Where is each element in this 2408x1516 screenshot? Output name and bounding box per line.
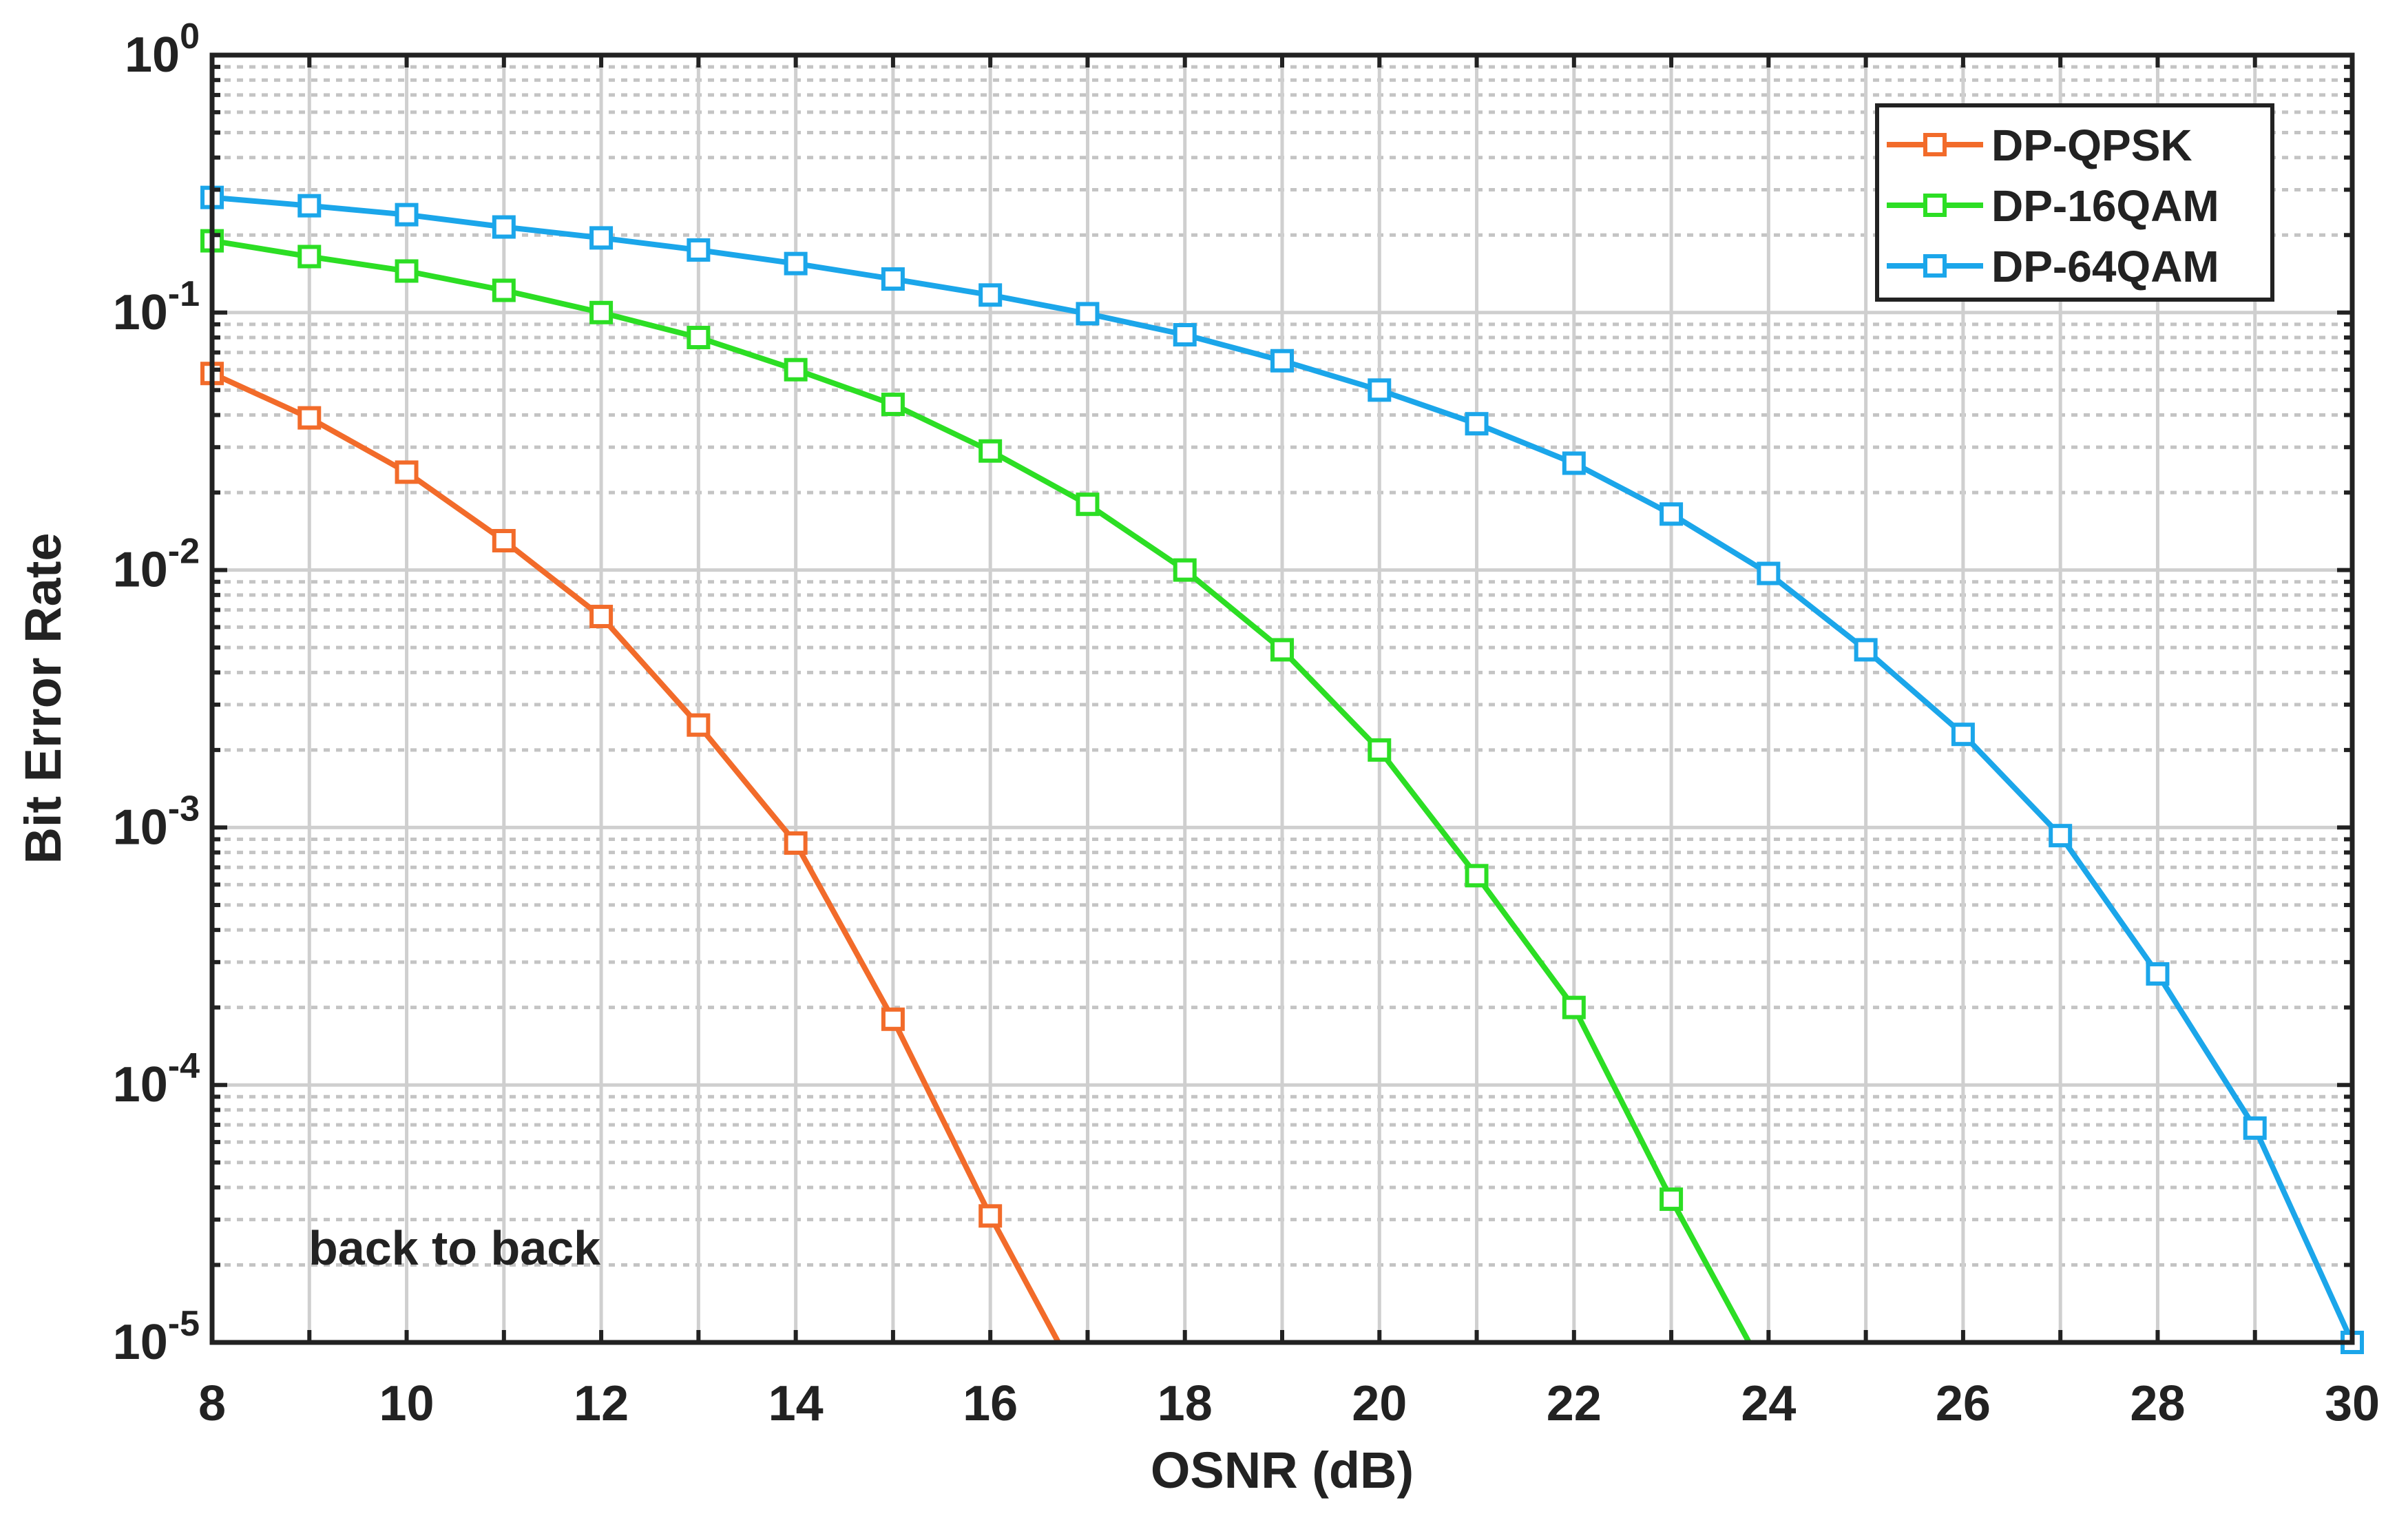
y-tick-label: 10-5 — [113, 1304, 200, 1370]
data-point-dp-16qam — [687, 326, 711, 350]
data-point-dp-qpsk — [881, 1007, 905, 1031]
data-point-dp-64qam — [589, 226, 614, 250]
data-point-dp-16qam — [1270, 638, 1294, 662]
x-tick-label: 10 — [379, 1376, 434, 1431]
data-point-dp-16qam — [395, 259, 419, 283]
series-markers — [200, 185, 2364, 1354]
data-point-dp-64qam — [1562, 451, 1586, 475]
data-point-dp-16qam — [1173, 558, 1197, 582]
x-tick-label: 14 — [768, 1376, 824, 1431]
data-point-dp-64qam — [1854, 638, 1878, 662]
y-tick-label: 10-3 — [113, 789, 200, 855]
data-point-dp-qpsk — [589, 605, 614, 629]
y-tick-label: 10-4 — [113, 1046, 200, 1112]
x-tick-label: 12 — [574, 1376, 629, 1431]
data-point-dp-64qam — [2146, 962, 2170, 986]
legend-marker-dp-16qam — [1923, 194, 1947, 217]
x-tick-label: 24 — [1741, 1376, 1796, 1431]
data-point-dp-16qam — [1465, 864, 1489, 888]
data-point-dp-qpsk — [687, 713, 711, 737]
axis-ticks — [210, 53, 2354, 1344]
data-point-dp-qpsk — [395, 460, 419, 484]
data-point-dp-16qam — [978, 439, 1003, 463]
x-tick-labels: 8 10 12 14 16 18 20 22 24 26 28 30 — [198, 1376, 2380, 1431]
y-tick-label: 10-1 — [113, 274, 200, 340]
data-point-dp-16qam — [1660, 1187, 1684, 1212]
data-point-dp-64qam — [2049, 824, 2073, 848]
data-point-dp-64qam — [687, 238, 711, 262]
data-point-dp-64qam — [1173, 323, 1197, 347]
data-point-dp-64qam — [395, 203, 419, 227]
x-axis-title: OSNR (dB) — [1151, 1442, 1414, 1499]
y-tick-labels: 100 10-1 10-2 10-3 10-4 10-5 — [113, 17, 200, 1370]
data-point-dp-16qam — [297, 245, 322, 269]
data-point-dp-16qam — [589, 300, 614, 324]
data-point-dp-64qam — [881, 267, 905, 291]
data-point-dp-16qam — [1076, 492, 1100, 517]
x-tick-label: 18 — [1158, 1376, 1213, 1431]
x-tick-label: 26 — [1936, 1376, 1991, 1431]
annotation-back-to-back: back to back — [308, 1221, 600, 1275]
legend: DP-QPSK DP-16QAM DP-64QAM — [1875, 103, 2274, 302]
data-point-dp-qpsk — [297, 406, 322, 430]
x-tick-label: 22 — [1547, 1376, 1602, 1431]
legend-label-dp-qpsk: DP-QPSK — [1991, 121, 2192, 170]
y-axis-title: Bit Error Rate — [14, 532, 72, 864]
data-point-dp-16qam — [881, 393, 905, 417]
data-point-dp-64qam — [297, 194, 322, 218]
data-point-dp-qpsk — [978, 1204, 1003, 1228]
data-point-dp-qpsk — [492, 529, 516, 553]
x-tick-label: 16 — [963, 1376, 1018, 1431]
data-point-dp-64qam — [1368, 378, 1392, 402]
data-point-dp-64qam — [1465, 412, 1489, 436]
legend-marker-dp-64qam — [1923, 254, 1947, 278]
data-point-dp-64qam — [1951, 723, 1975, 747]
data-point-dp-64qam — [2243, 1116, 2267, 1140]
legend-label-dp-16qam: DP-16QAM — [1991, 181, 2219, 231]
x-tick-label: 30 — [2325, 1376, 2380, 1431]
series-line-dp-qpsk — [212, 371, 1061, 1342]
data-point-dp-qpsk — [784, 831, 808, 855]
x-tick-label: 28 — [2130, 1376, 2185, 1431]
y-tick-label: 10-2 — [113, 532, 200, 598]
data-point-dp-16qam — [1368, 738, 1392, 762]
data-point-dp-16qam — [1562, 995, 1586, 1019]
data-point-dp-64qam — [1660, 502, 1684, 526]
x-tick-label: 20 — [1352, 1376, 1407, 1431]
data-point-dp-64qam — [1270, 349, 1294, 373]
data-point-dp-64qam — [492, 215, 516, 239]
data-point-dp-16qam — [784, 357, 808, 382]
data-point-dp-16qam — [492, 278, 516, 302]
legend-label-dp-64qam: DP-64QAM — [1991, 242, 2219, 291]
data-point-dp-64qam — [1076, 302, 1100, 326]
legend-marker-dp-qpsk — [1923, 133, 1947, 156]
data-point-dp-64qam — [1757, 561, 1781, 585]
y-tick-label: 100 — [125, 17, 200, 83]
data-point-dp-64qam — [978, 283, 1003, 307]
x-tick-label: 8 — [198, 1376, 226, 1431]
data-point-dp-64qam — [784, 251, 808, 276]
